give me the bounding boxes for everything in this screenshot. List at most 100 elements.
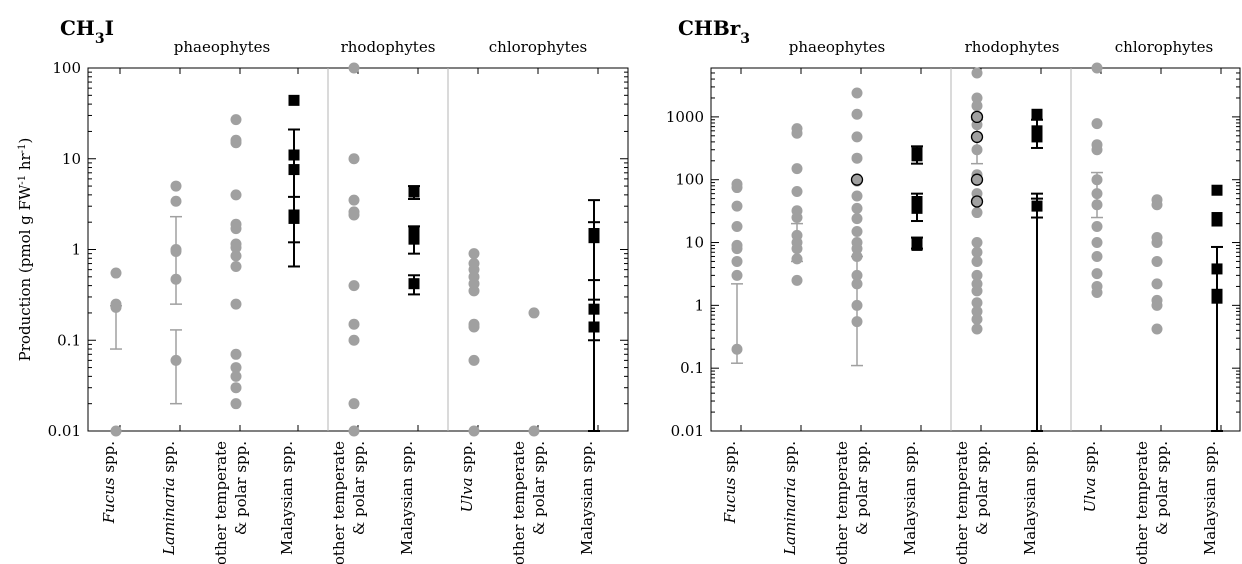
data-point-square [911, 202, 923, 214]
data-point-square [1211, 292, 1223, 304]
data-point-square [408, 233, 420, 245]
data-point-circle [230, 370, 242, 382]
data-point-circle [1091, 287, 1103, 299]
data-point-square [288, 94, 300, 106]
data-point-square [588, 303, 600, 315]
data-point-circle [348, 425, 360, 437]
data-point-circle [791, 127, 803, 139]
group-label: chlorophytes [489, 38, 587, 56]
x-category-label: other temperate [833, 441, 851, 564]
data-point-circle [110, 267, 122, 279]
data-point-circle [731, 343, 743, 355]
data-point-circle [230, 114, 242, 126]
data-point-square [1211, 263, 1223, 275]
x-category-label: Malaysian spp. [278, 441, 296, 555]
x-category-label: other temperate [953, 441, 971, 564]
data-point-outlined [970, 130, 984, 144]
data-point-circle [110, 301, 122, 313]
data-point-circle [851, 278, 863, 290]
data-point-circle [851, 299, 863, 311]
data-point-square [288, 164, 300, 176]
data-point-circle [851, 269, 863, 281]
x-category-label: other temperate [212, 441, 230, 564]
data-point-circle [1151, 199, 1163, 211]
data-point-circle [851, 250, 863, 262]
data-point-circle [971, 323, 983, 335]
data-point-circle [110, 425, 122, 437]
data-point-circle [468, 354, 480, 366]
x-category-label: Malaysian spp. [398, 441, 416, 555]
x-category-label: Malaysian spp. [901, 441, 919, 555]
data-point-circle [971, 285, 983, 297]
y-tick-label: 10 [62, 150, 81, 168]
data-point-circle [230, 260, 242, 272]
y-tick-label: 10 [685, 234, 704, 252]
data-point-circle [971, 255, 983, 267]
data-point-circle [1091, 62, 1103, 74]
data-point-circle [1091, 144, 1103, 156]
data-point-square [288, 149, 300, 161]
data-point-square [1031, 108, 1043, 120]
data-point-square [911, 195, 923, 207]
data-point-square [588, 232, 600, 244]
data-point-circle [971, 269, 983, 281]
x-category-label: & polar spp. [973, 441, 991, 535]
data-point-circle [851, 225, 863, 237]
y-tick-label: 0.01 [671, 422, 704, 440]
data-point-circle [528, 425, 540, 437]
data-point-circle [1151, 237, 1163, 249]
data-point-circle [971, 92, 983, 104]
data-point-circle [731, 269, 743, 281]
data-point-circle [971, 100, 983, 112]
group-label: phaeophytes [789, 38, 885, 56]
data-point-circle [230, 250, 242, 262]
data-point-circle [791, 212, 803, 224]
data-point-circle [230, 382, 242, 394]
data-point-circle [731, 220, 743, 232]
data-point-circle [1091, 237, 1103, 249]
x-category-label: & polar spp. [232, 441, 250, 535]
data-point-circle [971, 297, 983, 309]
data-point-circle [791, 253, 803, 265]
group-label: phaeophytes [174, 38, 270, 56]
data-point-circle [791, 163, 803, 175]
data-point-circle [971, 305, 983, 317]
x-category-label: Malaysian spp. [578, 441, 596, 555]
y-tick-label: 1 [71, 241, 81, 259]
data-point-square [408, 225, 420, 237]
data-point-square [911, 239, 923, 251]
x-category-label: Malaysian spp. [1021, 441, 1039, 555]
x-category-label: other temperate [330, 441, 348, 564]
y-axis-label: Production (pmol g FW-1 hr-1) [16, 138, 34, 362]
data-point-circle [230, 189, 242, 201]
data-point-square [1031, 125, 1043, 137]
x-category-label: other temperate [1133, 441, 1151, 564]
data-point-circle [1151, 255, 1163, 267]
x-category-label: other temperate [510, 441, 528, 564]
data-point-circle [230, 362, 242, 374]
data-point-circle [170, 195, 182, 207]
plot-frame [87, 67, 629, 432]
data-point-circle [851, 131, 863, 143]
data-point-circle [851, 202, 863, 214]
data-point-circle [230, 242, 242, 254]
data-point-square [1211, 215, 1223, 227]
data-point-circle [348, 398, 360, 410]
data-point-circle [528, 307, 540, 319]
data-point-circle [348, 318, 360, 330]
data-point-circle [468, 425, 480, 437]
data-point-square [911, 150, 923, 162]
data-point-circle [348, 280, 360, 292]
data-point-circle [971, 313, 983, 325]
group-label: rhodophytes [965, 38, 1060, 56]
data-point-circle [971, 246, 983, 258]
data-point-circle [971, 67, 983, 79]
y-tick-label: 1 [694, 296, 704, 314]
x-category-label: & polar spp. [530, 441, 548, 535]
data-point-circle [851, 213, 863, 225]
data-point-circle [851, 108, 863, 120]
data-point-circle [170, 246, 182, 258]
x-category-label: Fucus spp. [721, 441, 739, 524]
data-point-circle [791, 243, 803, 255]
data-point-circle [851, 152, 863, 164]
